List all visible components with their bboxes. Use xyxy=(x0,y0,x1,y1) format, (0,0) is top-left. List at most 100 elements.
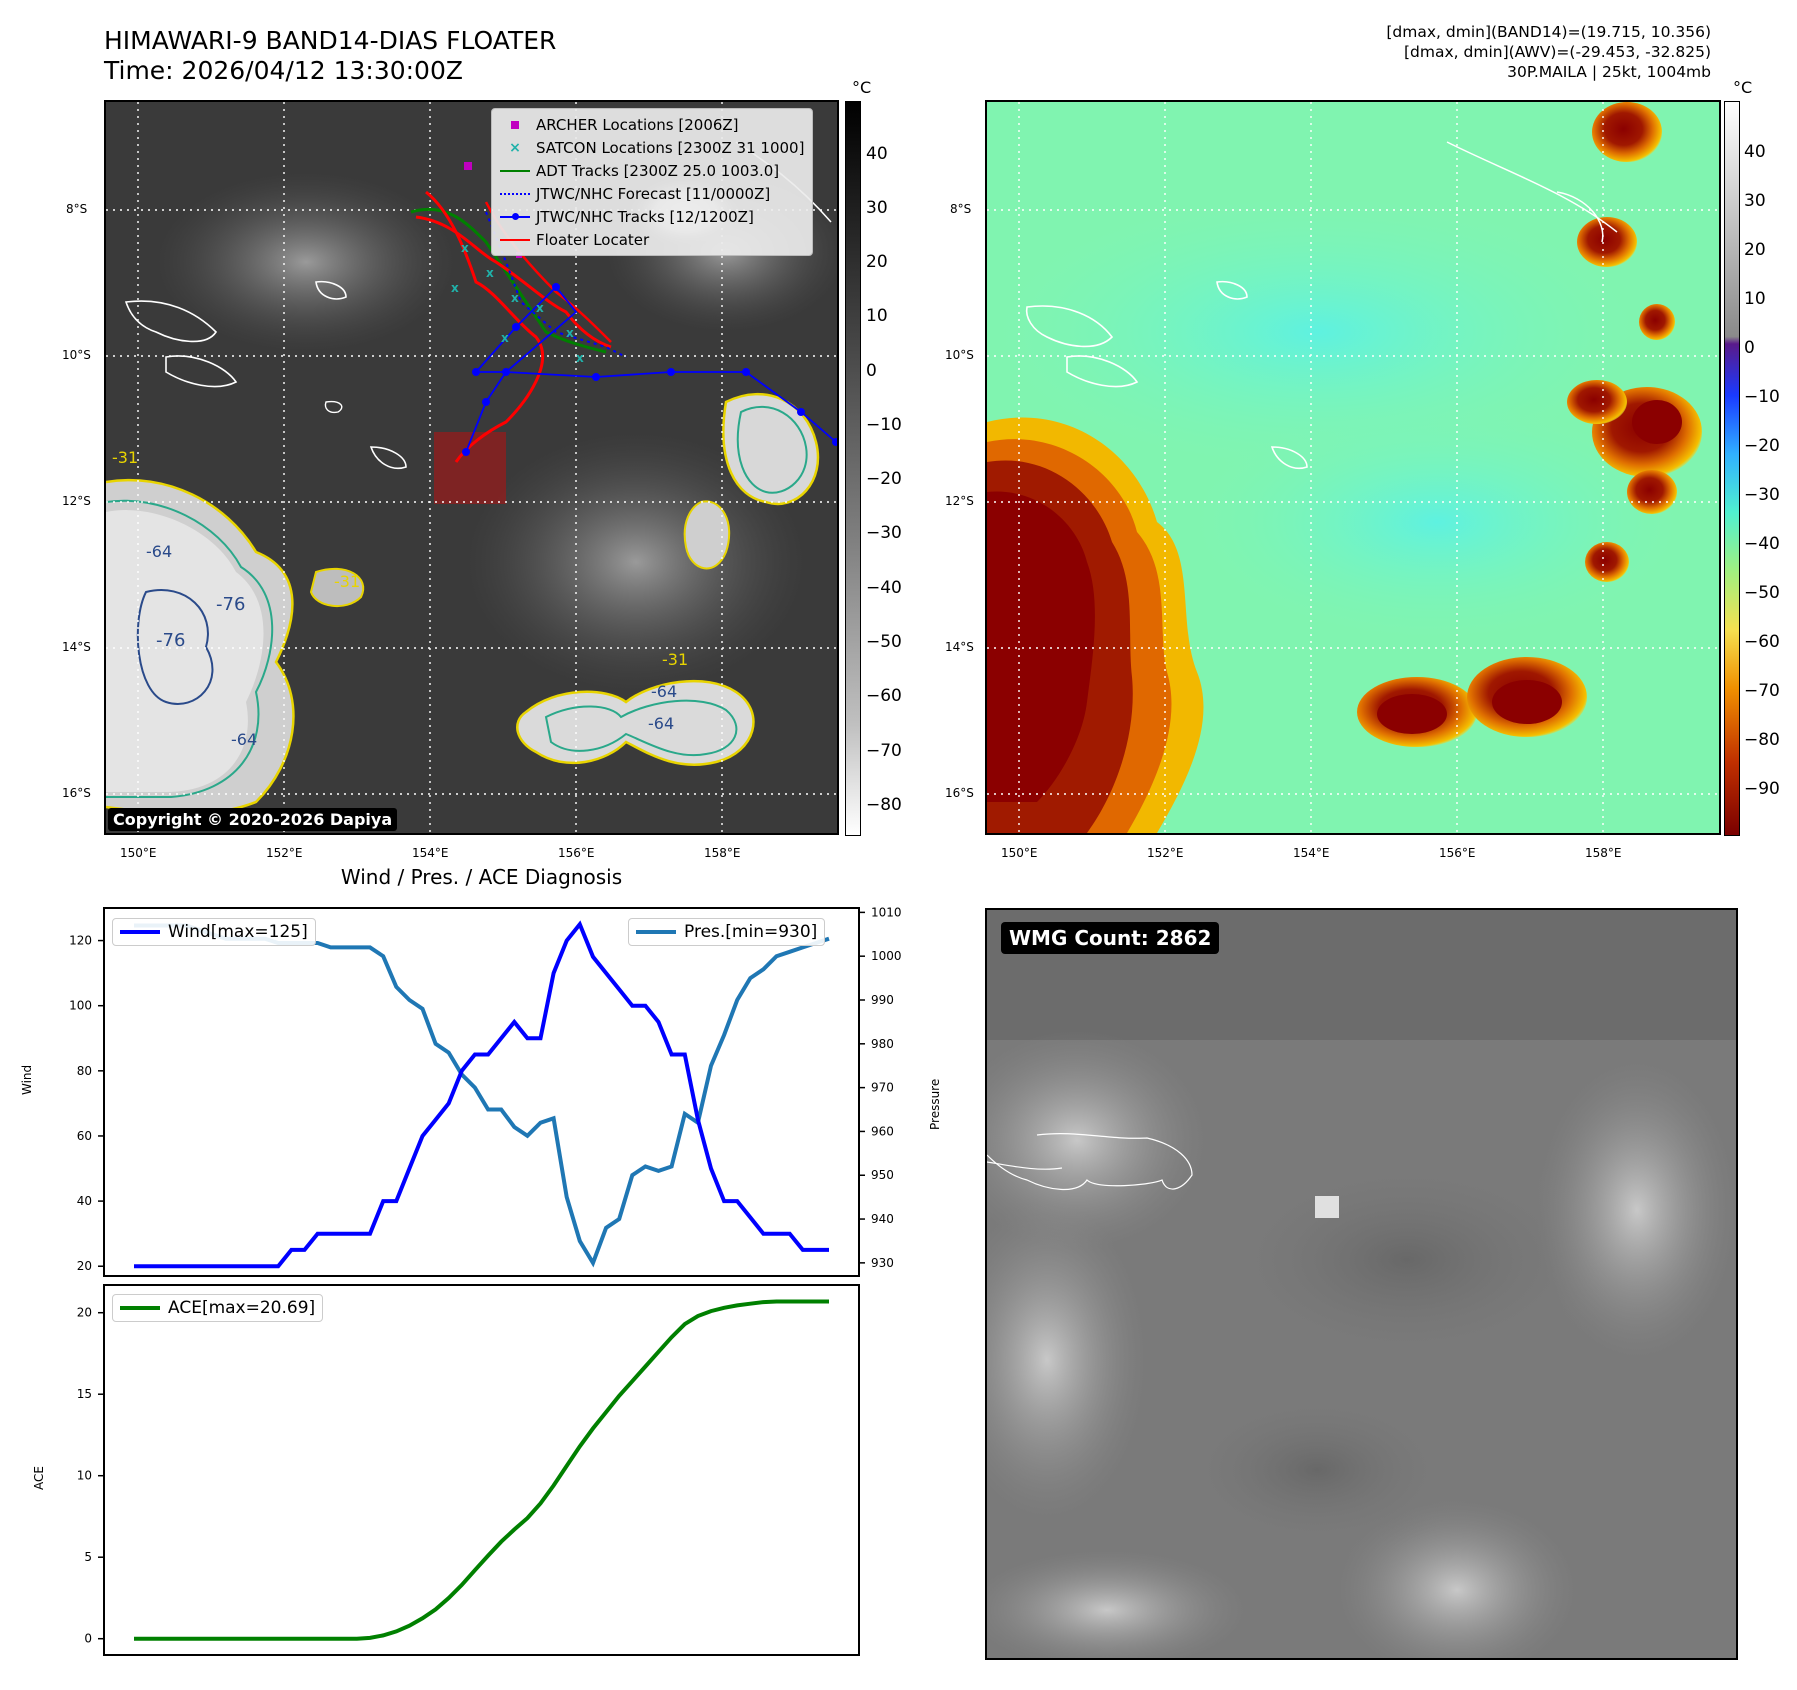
info-storm: 30P.MAILA | 25kt, 1004mb xyxy=(1507,63,1711,81)
y2-tick-label: 940 xyxy=(871,1212,894,1226)
colorbar-tick: −20 xyxy=(866,469,902,489)
colorbar-tick: −50 xyxy=(1744,583,1780,603)
lon-tick: 156°E xyxy=(558,846,595,860)
colorbar-tick: −60 xyxy=(1744,632,1780,652)
ace-legend: ACE[max=20.69] xyxy=(112,1294,324,1322)
plot-frame xyxy=(103,907,860,1277)
colorbar-tick: −60 xyxy=(866,686,902,706)
y2-tick-label: 970 xyxy=(871,1081,894,1095)
lon-tick: 152°E xyxy=(1147,846,1184,860)
colorbar-tick: 0 xyxy=(866,361,877,381)
contour-label: -64 xyxy=(146,542,173,561)
colorbar-tick: 30 xyxy=(1744,191,1766,211)
colorbar-tick: −20 xyxy=(1744,436,1780,456)
colorbar-tick: −10 xyxy=(1744,387,1780,407)
y-tick-label: 120 xyxy=(69,934,92,948)
pressure-legend-line xyxy=(636,930,676,934)
colorbar-tick: −40 xyxy=(866,578,902,598)
colorbar-tick: −50 xyxy=(866,632,902,652)
colorbar-tick: 40 xyxy=(866,144,888,164)
lon-tick: 156°E xyxy=(1439,846,1476,860)
pressure-legend-label: Pres.[min=930] xyxy=(684,922,818,942)
lon-tick: 158°E xyxy=(704,846,741,860)
plot-frame xyxy=(103,1284,860,1656)
info-band14: [dmax, dmin](BAND14)=(19.715, 10.356) xyxy=(1386,23,1711,41)
colorbar-tick: 40 xyxy=(1744,142,1766,162)
svg-text:x: x xyxy=(501,331,509,345)
lat-tick: 8°S xyxy=(66,202,88,216)
y2-tick-label: 980 xyxy=(871,1037,894,1051)
lat-tick: 14°S xyxy=(62,640,91,654)
y2-tick-label: 960 xyxy=(871,1124,894,1138)
enhanced-map-image xyxy=(987,102,1719,833)
figure-title: HIMAWARI-9 BAND14-DIAS FLOATER Time: 202… xyxy=(104,26,556,86)
title-line-1: HIMAWARI-9 BAND14-DIAS FLOATER xyxy=(104,26,557,55)
svg-text:x: x xyxy=(536,301,544,315)
enhanced-colorbar xyxy=(1724,101,1740,836)
legend-floater: Floater Locater xyxy=(500,228,804,251)
lat-tick: 14°S xyxy=(945,640,974,654)
contour-label: -31 xyxy=(662,650,689,669)
colorbar-tick: 20 xyxy=(1744,240,1766,260)
lat-tick: 12°S xyxy=(62,494,91,508)
lat-tick: 10°S xyxy=(945,348,974,362)
colorbar-tick: −90 xyxy=(1744,779,1780,799)
colorbar-tick: −40 xyxy=(1744,534,1780,554)
colorbar-unit: °C xyxy=(852,78,872,97)
y-tick-label: 5 xyxy=(84,1550,92,1564)
y-tick-label: 20 xyxy=(77,1306,92,1320)
colorbar-tick: −70 xyxy=(866,741,902,761)
y2-tick-label: 1010 xyxy=(871,905,902,919)
contour-label: -76 xyxy=(216,594,246,615)
y-tick-label: 40 xyxy=(77,1194,92,1208)
info-awv: [dmax, dmin](AWV)=(-29.453, -32.825) xyxy=(1404,43,1711,61)
svg-text:x: x xyxy=(576,351,584,365)
lon-tick: 154°E xyxy=(412,846,449,860)
lon-tick: 150°E xyxy=(1001,846,1038,860)
pressure-legend: Pres.[min=930] xyxy=(628,918,826,946)
colorbar-tick: −30 xyxy=(866,523,902,543)
wind-legend-line xyxy=(120,930,160,934)
colorbar-unit: °C xyxy=(1733,78,1753,97)
wind-legend: Wind[max=125] xyxy=(112,918,316,946)
wind-axis-label: Wind xyxy=(20,1064,34,1095)
y2-tick-label: 990 xyxy=(871,993,894,1007)
pressure-axis-label: Pressure xyxy=(928,1078,942,1130)
contour-label: -31 xyxy=(334,572,361,591)
y-tick-label: 80 xyxy=(77,1064,92,1078)
lon-tick: 152°E xyxy=(266,846,303,860)
y-tick-label: 60 xyxy=(77,1129,92,1143)
wind-series-line xyxy=(134,920,829,1269)
title-line-2: Time: 2026/04/12 13:30:00Z xyxy=(104,56,463,85)
wind-legend-label: Wind[max=125] xyxy=(168,922,308,942)
colorbar-tick: −30 xyxy=(1744,485,1780,505)
colorbar-tick: −80 xyxy=(1744,730,1780,750)
lon-tick: 158°E xyxy=(1585,846,1622,860)
svg-text:x: x xyxy=(486,266,494,280)
track-legend: ARCHER Locations [2006Z] × SATCON Locati… xyxy=(491,108,814,256)
y-tick-label: 100 xyxy=(69,999,92,1013)
colorbar-tick: −10 xyxy=(866,415,902,435)
svg-text:x: x xyxy=(511,291,519,305)
legend-adt: ADT Tracks [2300Z 25.0 1003.0] xyxy=(500,159,804,182)
lat-tick: 10°S xyxy=(62,348,91,362)
svg-text:x: x xyxy=(566,326,574,340)
y2-tick-label: 950 xyxy=(871,1168,894,1182)
legend-jtwc-tracks: JTWC/NHC Tracks [12/1200Z] xyxy=(500,205,804,228)
pressure-series-line xyxy=(134,923,830,1268)
diagnosis-title: Wind / Pres. / ACE Diagnosis xyxy=(340,865,623,889)
wmg-count-badge: WMG Count: 2862 xyxy=(1001,922,1220,954)
y2-tick-label: 1000 xyxy=(871,949,902,963)
y-tick-label: 0 xyxy=(84,1632,92,1646)
contour-label: -76 xyxy=(156,630,186,651)
lat-tick: 16°S xyxy=(62,786,91,800)
ace-series-line xyxy=(134,1299,829,1641)
ace-chart: 0 5 10 15 20 xyxy=(77,1284,860,1656)
legend-forecast: JTWC/NHC Forecast [11/0000Z] xyxy=(500,182,804,205)
colorbar-tick: 20 xyxy=(866,252,888,272)
lat-tick: 16°S xyxy=(945,786,974,800)
ir-colorbar xyxy=(845,101,861,836)
y-tick-label: 15 xyxy=(77,1387,92,1401)
legend-archer: ARCHER Locations [2006Z] xyxy=(500,113,804,136)
